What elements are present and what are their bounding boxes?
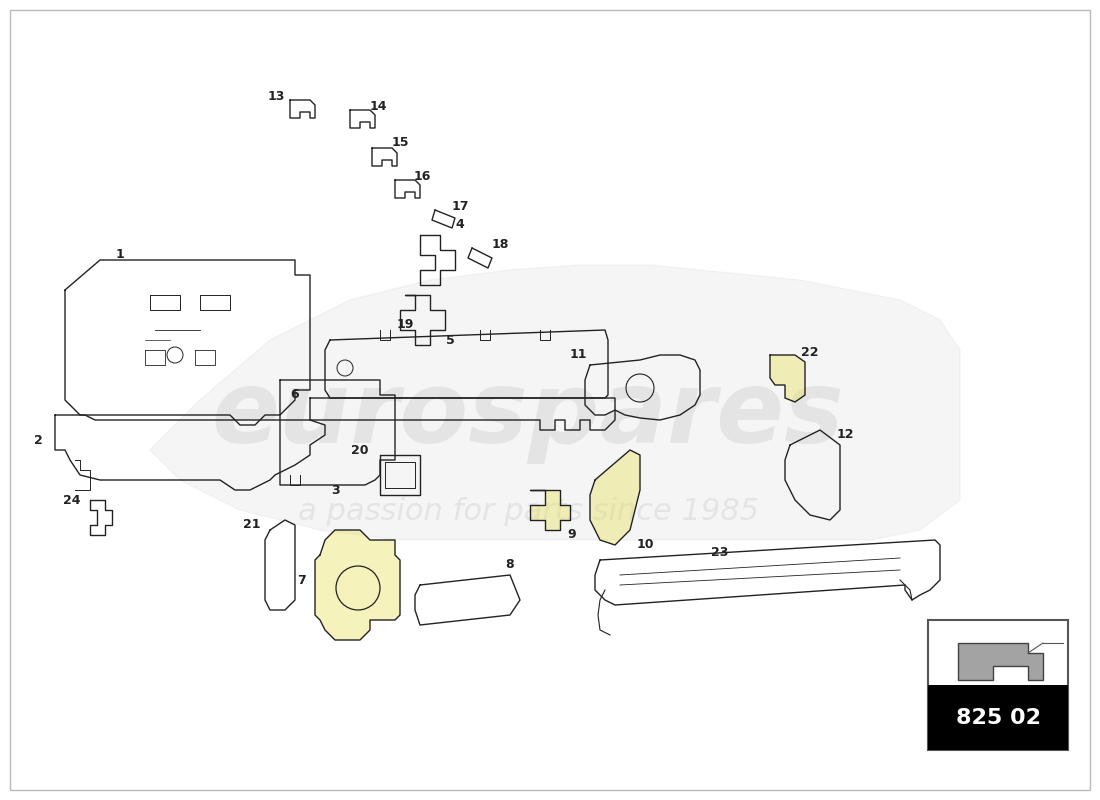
Polygon shape bbox=[590, 450, 640, 545]
Polygon shape bbox=[150, 265, 960, 540]
Text: 19: 19 bbox=[396, 318, 414, 331]
Text: 8: 8 bbox=[506, 558, 515, 571]
Text: 13: 13 bbox=[267, 90, 285, 102]
Text: 17: 17 bbox=[451, 201, 469, 214]
Text: 825 02: 825 02 bbox=[956, 707, 1041, 727]
Text: 10: 10 bbox=[636, 538, 653, 551]
Text: 5: 5 bbox=[446, 334, 454, 346]
Text: 22: 22 bbox=[801, 346, 818, 358]
Text: 21: 21 bbox=[243, 518, 261, 531]
Polygon shape bbox=[770, 355, 805, 402]
Text: 9: 9 bbox=[568, 529, 576, 542]
Bar bbox=[928, 685, 1068, 750]
Text: 4: 4 bbox=[455, 218, 464, 231]
Text: 12: 12 bbox=[836, 429, 854, 442]
Text: 24: 24 bbox=[64, 494, 80, 506]
Text: 2: 2 bbox=[34, 434, 43, 446]
Text: 3: 3 bbox=[331, 483, 339, 497]
Polygon shape bbox=[315, 530, 400, 640]
Polygon shape bbox=[530, 490, 570, 530]
Text: 6: 6 bbox=[290, 389, 299, 402]
Text: eurospares: eurospares bbox=[211, 367, 845, 465]
Text: 14: 14 bbox=[370, 99, 387, 113]
Text: a passion for parts since 1985: a passion for parts since 1985 bbox=[297, 498, 759, 526]
Text: 20: 20 bbox=[351, 443, 369, 457]
Text: 1: 1 bbox=[116, 249, 124, 262]
Text: 15: 15 bbox=[392, 137, 409, 150]
Text: 16: 16 bbox=[414, 170, 431, 182]
Bar bbox=[928, 620, 1068, 750]
Text: 7: 7 bbox=[298, 574, 307, 586]
Text: 11: 11 bbox=[570, 349, 586, 362]
Polygon shape bbox=[958, 643, 1043, 680]
Text: 23: 23 bbox=[712, 546, 728, 558]
Text: 18: 18 bbox=[492, 238, 508, 251]
